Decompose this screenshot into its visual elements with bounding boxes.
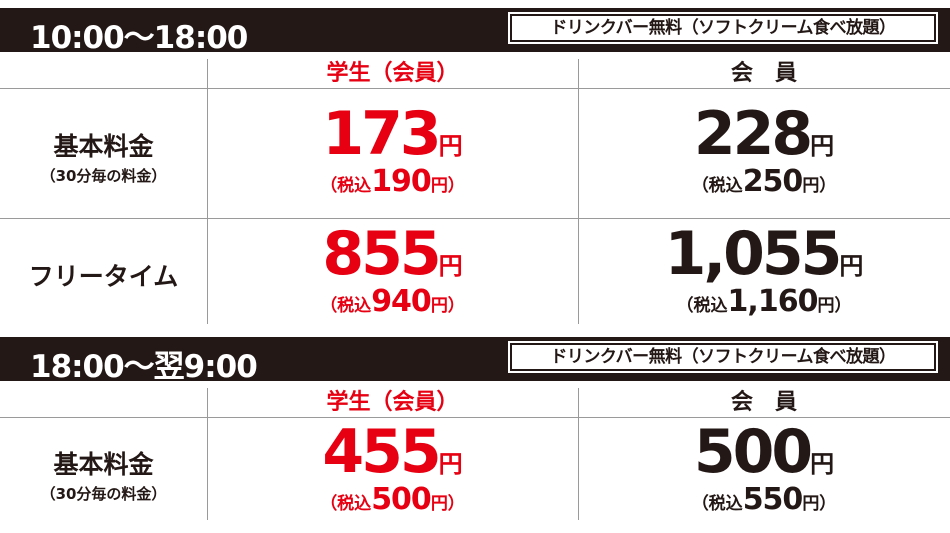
tax-line: （税込1,160円） (578, 285, 950, 323)
tax-suffix: 円） (802, 176, 837, 196)
tax-line: （税込550円） (578, 481, 950, 521)
tax-price: 550 (742, 481, 804, 517)
tax-prefix: （税込 (320, 493, 372, 514)
price-line: 500円 (578, 421, 950, 483)
label-main: 基本料金 (53, 132, 154, 161)
price: 173 (322, 99, 441, 169)
tax-prefix: （税込 (320, 176, 372, 196)
price: 455 (322, 416, 441, 487)
price-cell: 1,055円 （税込1,160円） (578, 223, 950, 323)
label-sub: （30分毎の料金） (40, 484, 167, 503)
price-line: 1,055円 (578, 223, 950, 285)
tax-price: 1,160 (727, 284, 819, 319)
price-unit: 円 (438, 252, 463, 280)
price-unit: 円 (438, 132, 463, 160)
tax-prefix: （税込 (691, 176, 743, 196)
tax-price: 250 (742, 164, 804, 199)
tax-price: 190 (371, 164, 432, 199)
time-range: 10:00〜18:00 (30, 20, 248, 56)
tax-suffix: 円） (802, 493, 837, 514)
column-header: 会 員 (730, 390, 797, 415)
column-header: 学生（会員） (326, 390, 459, 415)
label-main: フリータイム (28, 262, 179, 291)
tax-price: 500 (371, 481, 432, 517)
label-sub: （30分毎の料金） (40, 167, 167, 185)
price: 855 (322, 219, 441, 289)
price-cell: 455円 （税込500円） (207, 421, 578, 521)
price-cell: 500円 （税込550円） (578, 421, 950, 521)
row-label: 基本料金 （30分毎の料金） (0, 445, 207, 504)
row-divider (0, 417, 950, 418)
tax-prefix: （税込 (691, 493, 743, 514)
column-header: 会 員 (730, 61, 797, 86)
price: 1,055 (664, 219, 843, 289)
tax-prefix: （税込 (320, 296, 372, 316)
row-label: 基本料金 （30分毎の料金） (0, 127, 207, 186)
column-divider (207, 388, 208, 520)
price-line: 173円 (207, 103, 578, 165)
price-line: 228円 (578, 103, 950, 165)
section-bar: 18:00〜翌9:00 ドリンクバー無料（ソフトクリーム食べ放題） (0, 337, 950, 385)
tax-line: （税込250円） (578, 165, 950, 203)
time-range: 18:00〜翌9:00 (30, 349, 258, 385)
column-divider (578, 59, 579, 324)
price: 228 (693, 99, 813, 169)
tax-prefix: （税込 (676, 296, 728, 316)
tax-suffix: 円） (817, 296, 852, 316)
price-unit: 円 (438, 449, 463, 478)
row-label: フリータイム (0, 257, 207, 293)
tax-price: 940 (371, 284, 432, 319)
price-unit: 円 (810, 449, 835, 478)
price-line: 455円 (207, 421, 578, 483)
price-line: 855円 (207, 223, 578, 285)
column-header: 学生（会員） (326, 61, 459, 86)
tax-suffix: 円） (430, 296, 465, 316)
price-cell: 173円 （税込190円） (207, 103, 578, 203)
row-divider (0, 88, 950, 89)
price-unit: 円 (810, 132, 835, 160)
tax-line: （税込190円） (207, 165, 578, 203)
price-unit: 円 (839, 252, 864, 280)
price-cell: 228円 （税込250円） (578, 103, 950, 203)
row-divider (0, 218, 950, 219)
badge: ドリンクバー無料（ソフトクリーム食べ放題） (508, 341, 938, 373)
price-cell: 855円 （税込940円） (207, 223, 578, 323)
badge: ドリンクバー無料（ソフトクリーム食べ放題） (508, 12, 938, 44)
label-main: 基本料金 (53, 449, 154, 479)
tax-suffix: 円） (430, 493, 465, 514)
column-divider (207, 59, 208, 324)
price: 500 (693, 416, 813, 487)
column-divider (578, 388, 579, 520)
section-bar: 10:00〜18:00 ドリンクバー無料（ソフトクリーム食べ放題） (0, 8, 950, 56)
tax-line: （税込940円） (207, 285, 578, 323)
tax-suffix: 円） (430, 176, 465, 196)
tax-line: （税込500円） (207, 481, 578, 521)
